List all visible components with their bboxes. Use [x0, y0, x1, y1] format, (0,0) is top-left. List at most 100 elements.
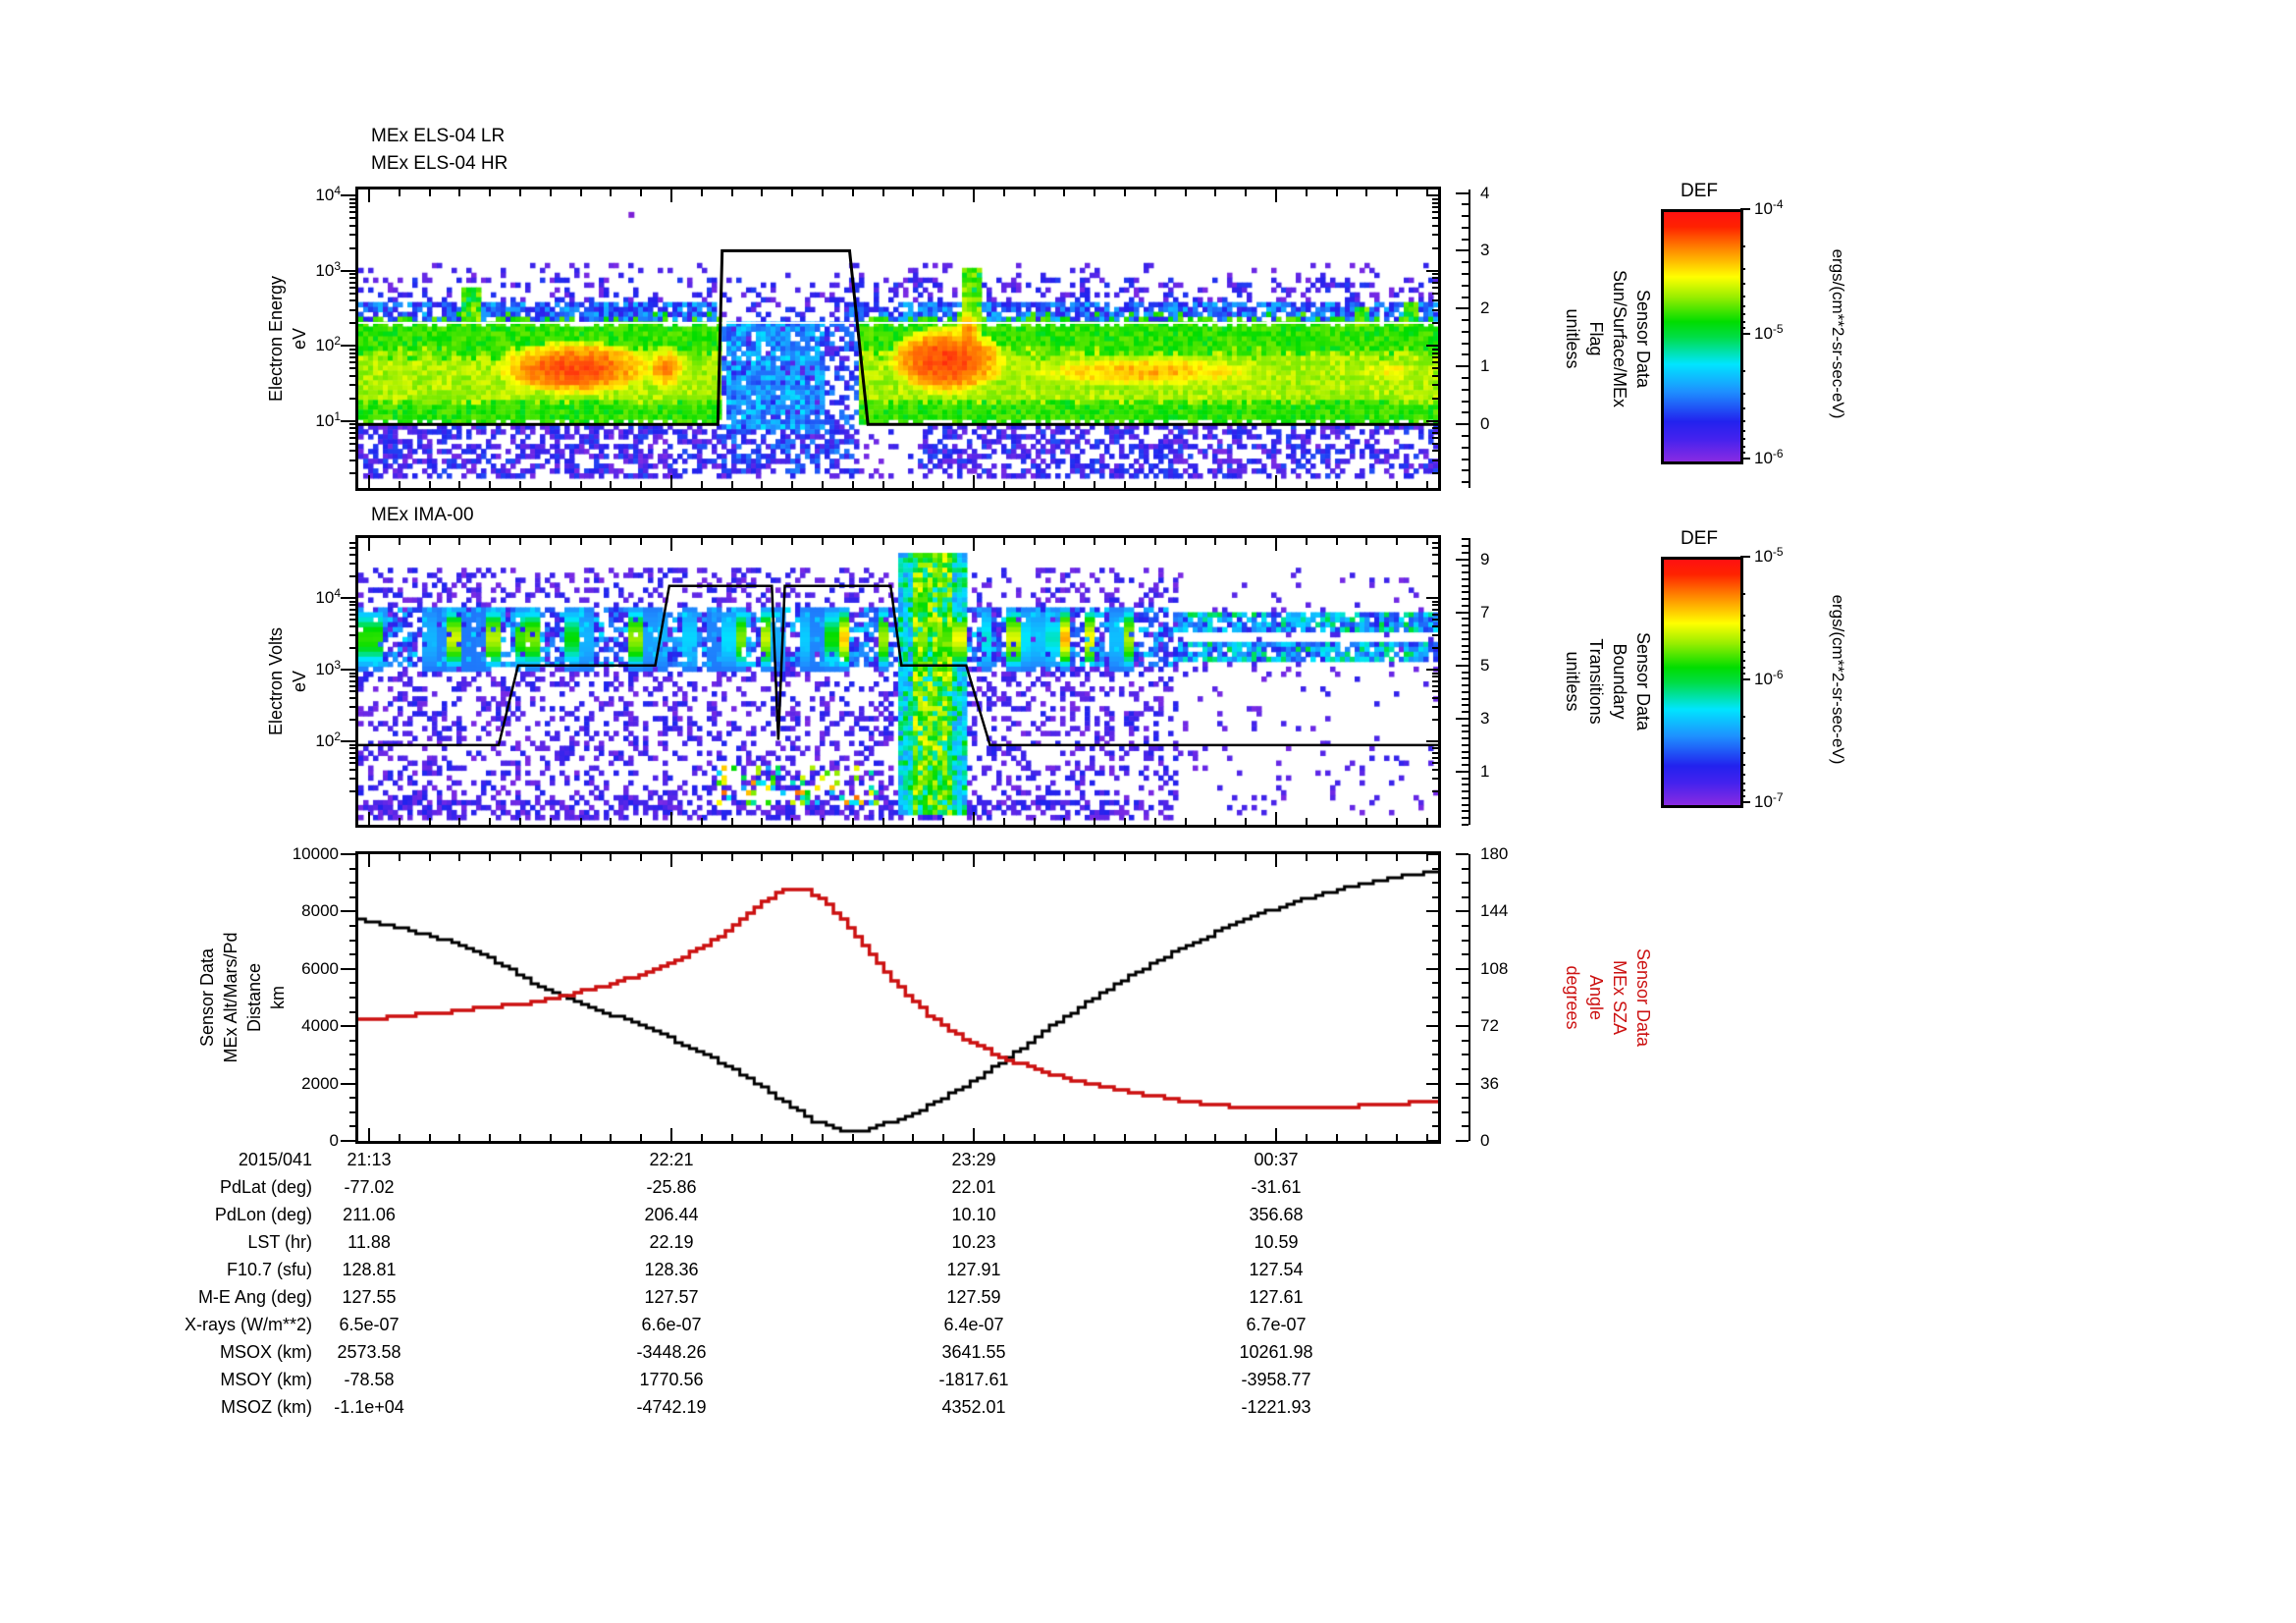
time-tick [1335, 1134, 1338, 1141]
time-tick [1275, 812, 1277, 825]
table-cell-value: 127.54 [1249, 1260, 1304, 1279]
time-tick [942, 1134, 945, 1141]
log-minor-tick [1432, 281, 1438, 284]
right-axis-minor-tick [1462, 1125, 1468, 1128]
right-axis-minor-tick [1462, 584, 1468, 587]
sza-inner-tick [1432, 1125, 1438, 1128]
tick-label-exponent: 2 [334, 334, 341, 349]
els-overlay-flag-line [358, 248, 1438, 426]
right-axis-minor-tick [1462, 458, 1468, 460]
distance-axis-tick [341, 910, 358, 913]
distance-axis-tick [349, 895, 358, 898]
table-row-label: PdLat (deg) [219, 1177, 312, 1197]
log-minor-tick [349, 367, 358, 370]
log-major-tick [1426, 740, 1438, 743]
time-tick [973, 812, 975, 825]
time-tick [881, 1134, 884, 1141]
right-axis-minor-tick [1462, 388, 1468, 391]
right-axis-major-tick [1456, 365, 1468, 368]
right-axis-minor-tick [1462, 882, 1468, 885]
ima-spectrogram-panel [355, 535, 1441, 828]
table-cell-value: -77.02 [344, 1177, 395, 1197]
time-tick [1033, 538, 1036, 545]
right-axis-minor-tick [1462, 790, 1468, 793]
log-minor-tick [349, 442, 358, 445]
colorbar2-unit-label: ergs/(cm**2-sr-sec-eV) [1829, 594, 1847, 765]
colorbar-minor-tick [1740, 313, 1745, 316]
time-tick [912, 818, 915, 825]
log-minor-tick [1432, 608, 1438, 611]
log-minor-tick [1432, 459, 1438, 461]
colorbar-minor-tick [1740, 795, 1745, 798]
log-minor-tick [1432, 679, 1438, 682]
right-axis-minor-tick [1462, 1039, 1468, 1042]
right-axis-major-tick [1456, 558, 1468, 561]
log-minor-tick [1432, 634, 1438, 637]
ima-boundary-axis-title: Sensor Data Boundary Transitions unitles… [1563, 631, 1653, 731]
time-tick [1335, 854, 1338, 861]
log-minor-tick [349, 706, 358, 709]
right-axis-minor-tick [1462, 810, 1468, 813]
time-tick [700, 854, 703, 861]
log-minor-tick [349, 197, 358, 200]
table-cell-value: 127.55 [342, 1287, 397, 1307]
time-tick [1365, 481, 1368, 488]
time-tick [1002, 481, 1005, 488]
colorbar-minor-tick [1740, 659, 1745, 662]
time-tick [851, 189, 854, 196]
table-cell-value: 128.36 [644, 1260, 699, 1279]
time-tick [489, 538, 492, 545]
time-tick [610, 189, 613, 196]
time-tick [1245, 189, 1248, 196]
right-axis-minor-tick [1462, 215, 1468, 218]
right-axis-minor-tick [1462, 997, 1468, 999]
right-axis-minor-tick [1462, 446, 1468, 449]
distance-axis-tick [349, 1010, 358, 1013]
log-major-tick [1426, 194, 1438, 197]
right-axis-minor-tick [1462, 637, 1468, 640]
time-tick [1063, 854, 1066, 861]
time-tick [549, 854, 552, 861]
time-tick [368, 189, 370, 202]
colorbar-major-tick [1740, 556, 1750, 558]
time-tick [1365, 854, 1368, 861]
log-minor-tick [1432, 575, 1438, 578]
log-minor-tick [1432, 472, 1438, 475]
log-major-tick [341, 194, 358, 197]
right-axis-minor-tick [1462, 677, 1468, 680]
time-tick [549, 189, 552, 196]
time-tick [1396, 481, 1399, 488]
log-minor-tick [349, 762, 358, 765]
right-axis-major-tick [1456, 423, 1468, 426]
right-axis-minor-tick [1462, 377, 1468, 380]
time-tick [1426, 481, 1428, 488]
time-tick [458, 818, 461, 825]
time-tick [1124, 854, 1126, 861]
right-axis-minor-tick [1462, 690, 1468, 693]
time-tick [1033, 1134, 1036, 1141]
time-tick [1305, 189, 1308, 196]
log-minor-tick [1432, 299, 1438, 302]
right-axis-minor-tick [1462, 591, 1468, 594]
table-cell-value: -3448.26 [636, 1342, 707, 1362]
sza-inner-tick [1432, 1110, 1438, 1113]
sza-inner-tick [1432, 953, 1438, 956]
log-minor-tick [1432, 273, 1438, 276]
sza-inner-tick [1426, 910, 1438, 913]
time-tick [822, 854, 824, 861]
log-minor-tick [1432, 719, 1438, 722]
right-axis-minor-tick [1462, 284, 1468, 287]
right-axis-minor-tick [1462, 1010, 1468, 1013]
right-axis-minor-tick [1462, 538, 1468, 541]
log-minor-tick [1432, 224, 1438, 227]
time-tick [398, 481, 400, 488]
right-axis-major-tick [1456, 664, 1468, 667]
y-axis-tick-label: 104 [297, 184, 341, 206]
right-axis-minor-tick [1462, 796, 1468, 799]
table-row-label: MSOY (km) [220, 1370, 312, 1389]
table-row-label: LST (hr) [247, 1232, 312, 1252]
colorbar1-title: DEF [1681, 181, 1718, 201]
time-tick [458, 481, 461, 488]
table-row-label: M-E Ang (deg) [197, 1287, 312, 1307]
right-axis-minor-tick [1462, 203, 1468, 206]
